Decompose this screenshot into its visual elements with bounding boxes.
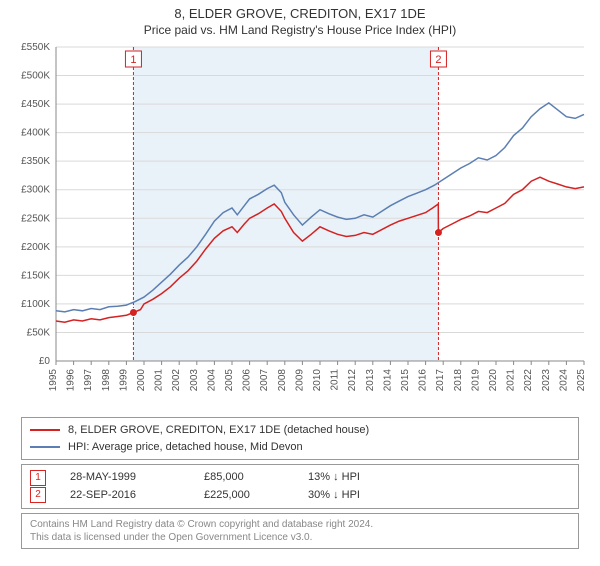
- svg-text:1997: 1997: [83, 369, 94, 392]
- legend-swatch: [30, 446, 60, 448]
- svg-text:2008: 2008: [277, 369, 288, 392]
- legend-swatch: [30, 429, 60, 431]
- svg-text:£350K: £350K: [21, 156, 50, 167]
- event-date: 22-SEP-2016: [70, 487, 180, 505]
- svg-text:1999: 1999: [118, 369, 129, 392]
- svg-text:£500K: £500K: [21, 71, 50, 82]
- svg-text:2007: 2007: [259, 369, 270, 392]
- svg-text:2022: 2022: [523, 369, 534, 392]
- svg-text:2016: 2016: [418, 369, 429, 392]
- svg-text:2003: 2003: [189, 369, 200, 392]
- svg-text:£100K: £100K: [21, 299, 50, 310]
- legend-item: HPI: Average price, detached house, Mid …: [30, 439, 570, 456]
- license-line: This data is licensed under the Open Gov…: [30, 531, 570, 544]
- chart-title: 8, ELDER GROVE, CREDITON, EX17 1DE: [0, 6, 600, 21]
- svg-text:2025: 2025: [576, 369, 587, 392]
- svg-text:1995: 1995: [48, 369, 59, 392]
- svg-text:2012: 2012: [347, 369, 358, 392]
- event-price: £85,000: [204, 469, 284, 487]
- event-marker-icon: 1: [30, 470, 46, 486]
- svg-text:£300K: £300K: [21, 185, 50, 196]
- event-row: 2 22-SEP-2016 £225,000 30% ↓ HPI: [30, 487, 570, 505]
- svg-text:2017: 2017: [435, 369, 446, 392]
- event-date: 28-MAY-1999: [70, 469, 180, 487]
- svg-text:2004: 2004: [206, 369, 217, 392]
- svg-text:2015: 2015: [400, 369, 411, 392]
- event-price: £225,000: [204, 487, 284, 505]
- license-notice: Contains HM Land Registry data © Crown c…: [21, 513, 579, 549]
- legend: 8, ELDER GROVE, CREDITON, EX17 1DE (deta…: [21, 417, 579, 460]
- svg-text:2006: 2006: [242, 369, 253, 392]
- svg-text:2018: 2018: [453, 369, 464, 392]
- svg-text:£200K: £200K: [21, 242, 50, 253]
- svg-text:2020: 2020: [488, 369, 499, 392]
- chart-area: £0 £50K £100K £150K £200K £250K £300K £350K £400…: [10, 41, 590, 411]
- svg-text:2019: 2019: [470, 369, 481, 392]
- svg-text:2013: 2013: [365, 369, 376, 392]
- svg-text:1998: 1998: [101, 369, 112, 392]
- svg-text:2021: 2021: [506, 369, 517, 392]
- event-delta: 13% ↓ HPI: [308, 469, 360, 487]
- event-marker-icon: 2: [30, 487, 46, 503]
- svg-text:£0: £0: [39, 356, 51, 367]
- svg-text:1996: 1996: [66, 369, 77, 392]
- svg-text:2010: 2010: [312, 369, 323, 392]
- event-delta: 30% ↓ HPI: [308, 487, 360, 505]
- svg-text:2023: 2023: [541, 369, 552, 392]
- svg-text:1: 1: [130, 54, 136, 66]
- svg-text:2024: 2024: [558, 369, 569, 392]
- svg-text:2002: 2002: [171, 369, 182, 392]
- legend-label: 8, ELDER GROVE, CREDITON, EX17 1DE (deta…: [68, 422, 369, 439]
- legend-label: HPI: Average price, detached house, Mid …: [68, 439, 303, 456]
- chart-subtitle: Price paid vs. HM Land Registry's House …: [0, 23, 600, 37]
- svg-text:£50K: £50K: [27, 327, 51, 338]
- svg-text:2: 2: [435, 54, 441, 66]
- events-table: 1 28-MAY-1999 £85,000 13% ↓ HPI 2 22-SEP…: [21, 464, 579, 509]
- svg-text:£550K: £550K: [21, 42, 50, 53]
- svg-text:2014: 2014: [382, 369, 393, 392]
- legend-item: 8, ELDER GROVE, CREDITON, EX17 1DE (deta…: [30, 422, 570, 439]
- license-line: Contains HM Land Registry data © Crown c…: [30, 518, 570, 531]
- event-row: 1 28-MAY-1999 £85,000 13% ↓ HPI: [30, 469, 570, 487]
- svg-text:2011: 2011: [330, 369, 341, 391]
- svg-text:£250K: £250K: [21, 213, 50, 224]
- svg-text:2009: 2009: [294, 369, 305, 392]
- svg-text:£400K: £400K: [21, 128, 50, 139]
- svg-text:2000: 2000: [136, 369, 147, 392]
- svg-text:£150K: £150K: [21, 270, 50, 281]
- svg-text:£450K: £450K: [21, 99, 50, 110]
- svg-text:2001: 2001: [154, 369, 165, 392]
- chart-svg: £0 £50K £100K £150K £200K £250K £300K £350K £400…: [10, 41, 590, 411]
- svg-text:2005: 2005: [224, 369, 235, 392]
